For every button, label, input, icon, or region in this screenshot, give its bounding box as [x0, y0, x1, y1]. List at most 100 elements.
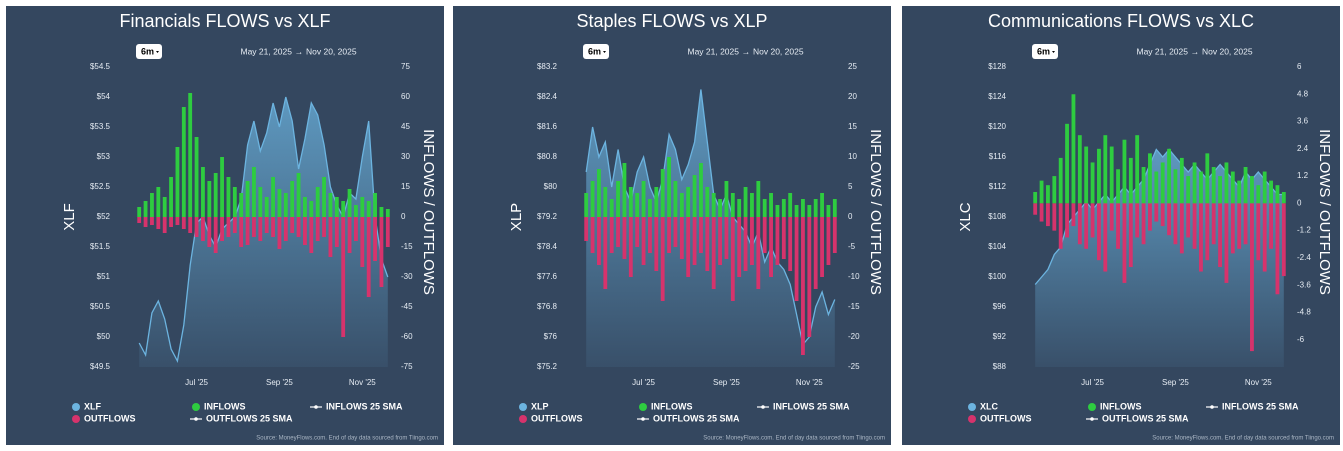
legend-label: INFLOWS 25 SMA	[773, 401, 850, 411]
inflow-bar	[1052, 176, 1057, 204]
inflow-bar	[692, 175, 697, 217]
outflow-bar	[1039, 203, 1044, 222]
inflow-bar	[181, 107, 186, 217]
outflow-bar	[303, 217, 307, 245]
outflow-bar	[201, 217, 205, 241]
x-tick-label: Sep '25	[1162, 378, 1189, 387]
inflow-bar	[354, 205, 358, 217]
y-tick-label: $108	[988, 212, 1006, 221]
outflow-bar	[283, 217, 288, 241]
inflow-bar	[213, 173, 218, 217]
y-tick-label: $78.4	[537, 242, 558, 251]
outflow-bar	[1058, 203, 1063, 249]
y2-axis-title: INFLOWS / OUTFLOWS	[1316, 129, 1333, 295]
y2-tick-label: 5	[848, 182, 853, 191]
inflow-bar	[597, 169, 601, 217]
inflow-bar	[1243, 167, 1248, 204]
range-button[interactable]: 6m	[588, 46, 601, 56]
inflow-bar	[1186, 176, 1191, 204]
outflow-bar	[718, 217, 722, 265]
y-tick-label: $104	[988, 242, 1006, 251]
y-tick-label: $53.5	[90, 122, 111, 131]
inflow-bar	[385, 209, 390, 217]
legend-marker	[519, 403, 527, 411]
date-arrow: →	[1191, 46, 1200, 56]
outflow-bar	[188, 217, 193, 233]
y2-tick-label: -15	[848, 302, 860, 311]
inflow-bar	[1116, 169, 1120, 204]
inflow-bar	[1262, 171, 1267, 204]
y2-tick-label: 0	[1297, 198, 1302, 207]
inflow-bar	[762, 199, 767, 217]
legend-label: OUTFLOWS	[84, 413, 136, 423]
range-button[interactable]: 6m	[1037, 46, 1050, 56]
outflow-bar	[743, 217, 748, 271]
outflow-bar	[1262, 203, 1267, 272]
inflow-bar	[341, 201, 346, 217]
outflow-bar	[181, 217, 186, 229]
y2-tick-label: 25	[848, 62, 857, 71]
inflow-bar	[239, 193, 244, 217]
outflow-bar	[1065, 203, 1069, 238]
inflow-bar	[813, 199, 818, 217]
y-tick-label: $124	[988, 92, 1006, 101]
inflow-bar	[769, 193, 773, 217]
price-line	[1034, 148, 1284, 285]
range-button-bg[interactable]	[583, 44, 609, 59]
inflow-bar	[648, 199, 652, 217]
range-button[interactable]: 6m	[141, 46, 154, 56]
outflow-bar	[1033, 203, 1038, 215]
outflow-bar	[597, 217, 601, 265]
y2-tick-label: 1.2	[1297, 171, 1309, 180]
outflow-bar	[1128, 203, 1133, 267]
outflow-bar	[737, 217, 742, 277]
inflow-bar	[1160, 162, 1165, 204]
range-button-bg[interactable]	[1032, 44, 1058, 59]
outflow-bar	[232, 217, 237, 233]
inflow-bar	[794, 205, 799, 217]
y-tick-label: $82.4	[537, 92, 558, 101]
legend-dot	[641, 417, 645, 421]
outflow-bar	[1256, 203, 1261, 261]
date-to: Nov 20, 2025	[753, 46, 804, 56]
outflow-bar	[584, 217, 589, 241]
inflow-bar	[1250, 176, 1254, 204]
legend-label: XLP	[531, 401, 549, 411]
outflow-bar	[820, 217, 824, 277]
date-from: May 21, 2025	[240, 46, 292, 56]
price-line	[138, 96, 389, 363]
outflow-bar	[832, 217, 837, 253]
outflow-bar	[175, 217, 180, 225]
legend-label: INFLOWS 25 SMA	[326, 401, 403, 411]
inflow-bar	[1167, 148, 1171, 204]
legend-marker	[968, 415, 976, 423]
legend-dot	[314, 405, 318, 409]
outflow-bar	[705, 217, 710, 271]
outflow-bar	[150, 217, 154, 225]
inflow-bar	[1046, 185, 1050, 204]
outflow-bar	[1160, 203, 1165, 227]
outflow-bar	[207, 217, 212, 247]
inflow-bar	[686, 187, 691, 217]
y2-tick-label: -75	[401, 362, 413, 371]
y2-tick-label: -4.8	[1297, 308, 1311, 317]
inflow-bar	[641, 181, 646, 217]
y-tick-label: $112	[989, 182, 1007, 191]
inflow-bar	[1097, 148, 1101, 204]
outflow-bar	[1103, 203, 1108, 272]
outflow-bar	[252, 217, 256, 237]
inflow-bar	[1154, 171, 1159, 204]
inflow-bar	[1148, 153, 1152, 204]
inflow-bar	[143, 201, 148, 217]
outflow-bar	[692, 217, 697, 265]
legend-marker	[1088, 403, 1096, 411]
x-tick-label: Jul '25	[632, 378, 655, 387]
y-tick-label: $100	[988, 272, 1006, 281]
outflow-bar	[226, 217, 231, 237]
y2-tick-label: -1.2	[1297, 226, 1311, 235]
inflow-bar	[220, 157, 224, 217]
outflow-bar	[1250, 203, 1254, 352]
range-button-bg[interactable]	[136, 44, 162, 59]
